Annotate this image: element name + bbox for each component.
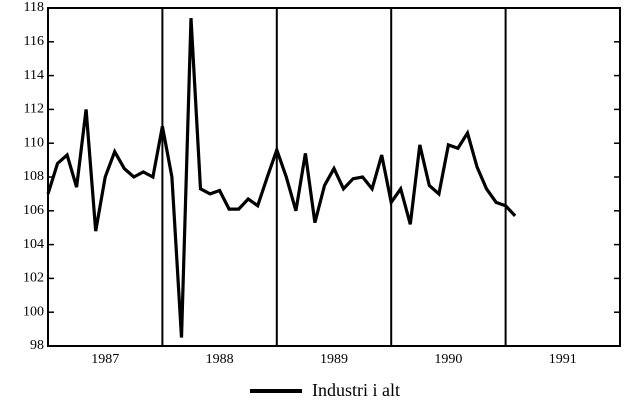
y-tick-label: 118 <box>24 0 44 15</box>
y-tick-label: 100 <box>23 304 44 319</box>
x-tick-label: 1987 <box>91 352 119 367</box>
y-tick-label: 102 <box>23 271 44 286</box>
y-tick-label: 104 <box>23 237 44 252</box>
y-tick-label: 108 <box>23 169 44 184</box>
x-tick-label: 1988 <box>206 352 234 367</box>
y-tick-label: 116 <box>24 34 44 49</box>
y-tick-label: 106 <box>23 203 44 218</box>
y-tick-label: 114 <box>24 68 44 83</box>
y-tick-label: 112 <box>24 102 44 117</box>
legend-label: Industri i alt <box>312 380 400 400</box>
x-tick-label: 1990 <box>434 352 462 367</box>
y-tick-label: 98 <box>30 338 44 353</box>
data-line <box>46 18 517 338</box>
x-tick-label: 1989 <box>320 352 348 367</box>
x-tick-label: 1991 <box>549 352 577 367</box>
y-tick-label: 110 <box>24 135 44 150</box>
